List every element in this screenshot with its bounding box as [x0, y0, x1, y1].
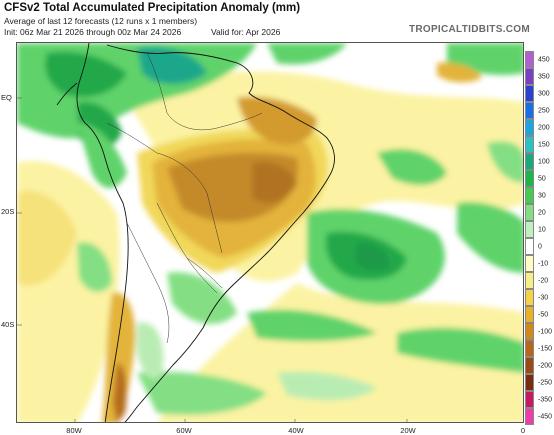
lat-label-eq: EQ: [1, 93, 12, 102]
colorbar-swatch: [525, 153, 534, 170]
colorbar-label: 450: [538, 56, 550, 63]
colorbar-swatch: [525, 306, 534, 323]
colorbar-swatch: [525, 119, 534, 136]
colorbar-label: -150: [538, 345, 553, 352]
colorbar-swatch: [525, 51, 534, 68]
colorbar-label: 50: [538, 175, 546, 182]
colorbar-swatch: [525, 323, 534, 340]
colorbar-swatch: [525, 170, 534, 187]
colorbar-swatch: [525, 204, 534, 221]
map-title: CFSv2 Total Accumulated Precipitation An…: [4, 2, 301, 14]
colorbar-label: 200: [538, 124, 550, 131]
colorbar-swatch: [525, 391, 534, 408]
colorbar-label: -450: [538, 413, 553, 420]
colorbar-label: -30: [538, 294, 549, 301]
lon-label-60w: 60W: [176, 426, 192, 435]
colorbar-label: -20: [538, 277, 549, 284]
colorbar-swatch: [525, 408, 534, 425]
colorbar-swatch: [525, 255, 534, 272]
precip-anomaly-map: [16, 42, 524, 423]
init-time: Init: 06z Mar 21 2026 through 00z Mar 24…: [4, 27, 182, 37]
colorbar-swatch: [525, 221, 534, 238]
colorbar-label: -50: [538, 311, 549, 318]
anomaly-field: [17, 43, 523, 422]
colorbar-swatch: [525, 136, 534, 153]
colorbar-swatch: [525, 340, 534, 357]
colorbar-label: 30: [538, 192, 546, 199]
colorbar-label: -100: [538, 328, 553, 335]
lon-label-20w: 20W: [400, 426, 416, 435]
header: CFSv2 Total Accumulated Precipitation An…: [4, 0, 550, 40]
colorbar-label: -350: [538, 396, 553, 403]
colorbar-label: 350: [538, 73, 550, 80]
colorbar-label: 300: [538, 90, 550, 97]
colorbar-label: 100: [538, 158, 550, 165]
lat-label-40s: 40S: [1, 320, 15, 329]
colorbar-label: 20: [538, 209, 546, 216]
lat-label-20s: 20S: [1, 207, 15, 216]
colorbar-label: -250: [538, 379, 553, 386]
site-brand[interactable]: TROPICALTIDBITS.COM: [408, 24, 530, 35]
colorbar-swatch: [525, 289, 534, 306]
colorbar-label: 0: [538, 243, 542, 250]
colorbar-label: -200: [538, 362, 553, 369]
colorbar-swatch: [525, 102, 534, 119]
country-borders: [106, 52, 263, 344]
colorbar-swatch: [525, 68, 534, 85]
colorbar-label: 10: [538, 226, 546, 233]
lon-label-80w: 80W: [66, 426, 82, 435]
coastlines: [56, 43, 335, 422]
colorbar-swatch: [525, 238, 534, 255]
map-subtitle: Average of last 12 forecasts (12 runs x …: [4, 16, 198, 26]
colorbar-label: 250: [538, 107, 550, 114]
colorbar-swatch: [525, 85, 534, 102]
lon-label-0: 0: [520, 426, 526, 435]
colorbar-swatch: [525, 187, 534, 204]
colorbar-swatch: [525, 272, 534, 289]
colorbar-swatch: [525, 374, 534, 391]
graticule-ticks: [17, 97, 408, 422]
map-canvas: [17, 43, 523, 422]
colorbar: [525, 51, 534, 425]
valid-time: Valid for: Apr 2026: [211, 27, 281, 37]
colorbar-label: -10: [538, 260, 549, 267]
colorbar-label: 150: [538, 141, 550, 148]
colorbar-swatch: [525, 357, 534, 374]
lon-label-40w: 40W: [288, 426, 304, 435]
